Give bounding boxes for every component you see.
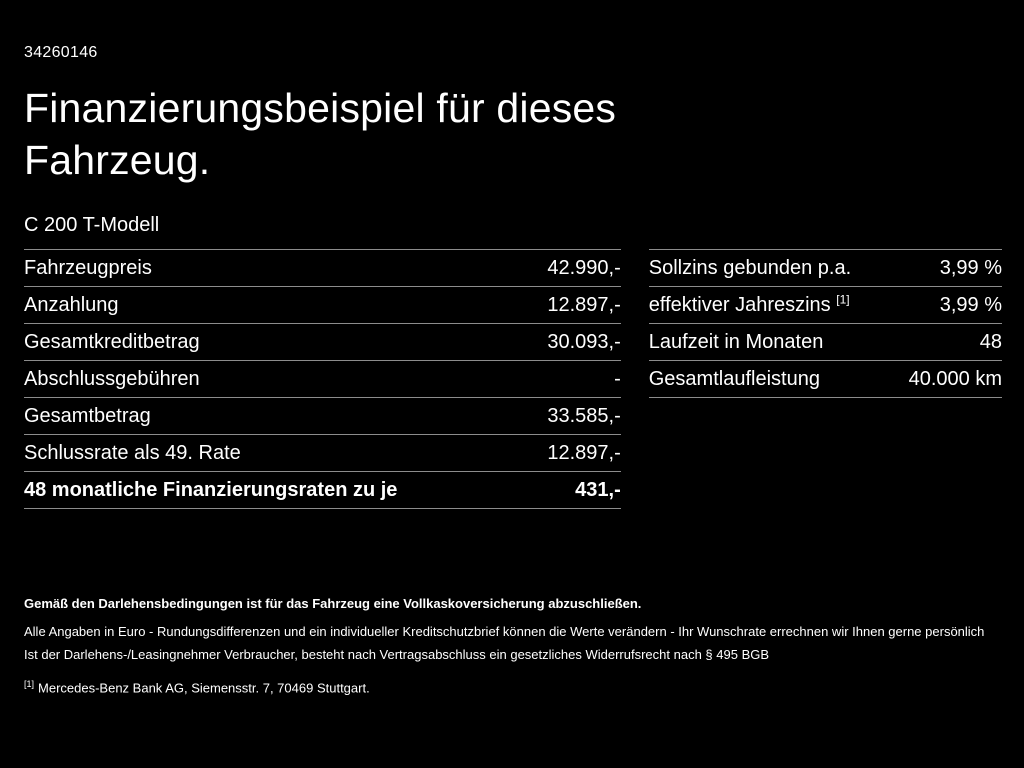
row-label: Fahrzeugpreis bbox=[24, 256, 152, 279]
row-label: Gesamtkreditbetrag bbox=[24, 330, 200, 353]
table-row-abschlussgebuehren: Abschlussgebühren - bbox=[24, 360, 621, 397]
withdrawal-notice: Ist der Darlehens-/Leasingnehmer Verbrau… bbox=[24, 647, 770, 662]
row-value: 431,- bbox=[575, 478, 621, 501]
table-row-anzahlung: Anzahlung 12.897,- bbox=[24, 286, 621, 323]
row-label: Gesamtbetrag bbox=[24, 404, 151, 427]
table-row-schlussrate: Schlussrate als 49. Rate 12.897,- bbox=[24, 434, 621, 471]
row-label: Schlussrate als 49. Rate bbox=[24, 441, 241, 464]
table-row-effektiver-jahreszins: effektiver Jahreszins [1] 3,99 % bbox=[648, 286, 1002, 323]
row-value: - bbox=[614, 367, 621, 390]
page-title: Finanzierungsbeispiel für dieses Fahrzeu… bbox=[24, 85, 617, 184]
row-label: Anzahlung bbox=[24, 293, 119, 316]
table-row-monatsrate: 48 monatliche Finanzierungsraten zu je 4… bbox=[24, 471, 621, 508]
financing-amounts-table: Fahrzeugpreis 42.990,- Anzahlung 12.897,… bbox=[24, 249, 621, 510]
row-value: 12.897,- bbox=[547, 293, 621, 316]
footnote-text: Mercedes-Benz Bank AG, Siemensstr. 7, 70… bbox=[38, 680, 370, 696]
row-value: 42.990,- bbox=[547, 256, 621, 279]
disclaimer-line: Alle Angaben in Euro - Rundungsdifferenz… bbox=[24, 624, 985, 639]
bank-footnote: [1] Mercedes-Benz Bank AG, Siemensstr. 7,… bbox=[24, 673, 1000, 699]
row-label: effektiver Jahreszins [1] bbox=[648, 291, 850, 316]
row-value: 33.585,- bbox=[547, 404, 621, 427]
insurance-notice: Gemäß den Darlehensbedingungen ist für d… bbox=[24, 596, 642, 611]
row-value: 3,99 % bbox=[939, 256, 1002, 279]
footnote-reference: [1] bbox=[836, 291, 850, 306]
table-row-laufzeit: Laufzeit in Monaten 48 bbox=[648, 323, 1002, 360]
table-row-gesamtlaufleistung: Gesamtlaufleistung 40.000 km bbox=[648, 360, 1002, 397]
table-row-gesamtbetrag: Gesamtbetrag 33.585,- bbox=[24, 397, 621, 434]
row-value: 30.093,- bbox=[547, 330, 621, 353]
vehicle-model: C 200 T-Modell bbox=[24, 214, 160, 237]
row-label: Sollzins gebunden p.a. bbox=[648, 256, 852, 279]
table-row-fahrzeugpreis: Fahrzeugpreis 42.990,- bbox=[24, 249, 621, 286]
financing-conditions-table: Sollzins gebunden p.a. 3,99 % effektiver… bbox=[648, 249, 1002, 399]
legal-footer: Gemäß den Darlehensbedingungen ist für d… bbox=[24, 592, 1000, 699]
row-label: Gesamtlaufleistung bbox=[648, 367, 820, 390]
row-value: 12.897,- bbox=[547, 441, 621, 464]
vehicle-id: 34260146 bbox=[24, 44, 98, 61]
footnote-marker: [1] bbox=[24, 679, 35, 689]
row-value: 40.000 km bbox=[908, 367, 1002, 390]
row-label: Laufzeit in Monaten bbox=[648, 330, 824, 353]
row-label: Abschlussgebühren bbox=[24, 367, 200, 390]
table-row-sollzins: Sollzins gebunden p.a. 3,99 % bbox=[648, 249, 1002, 286]
financing-tables: Fahrzeugpreis 42.990,- Anzahlung 12.897,… bbox=[24, 249, 1002, 510]
row-value: 48 bbox=[979, 330, 1002, 353]
table-row-gesamtkreditbetrag: Gesamtkreditbetrag 30.093,- bbox=[24, 323, 621, 360]
row-value: 3,99 % bbox=[939, 293, 1002, 316]
row-label: 48 monatliche Finanzierungsraten zu je bbox=[24, 478, 398, 501]
